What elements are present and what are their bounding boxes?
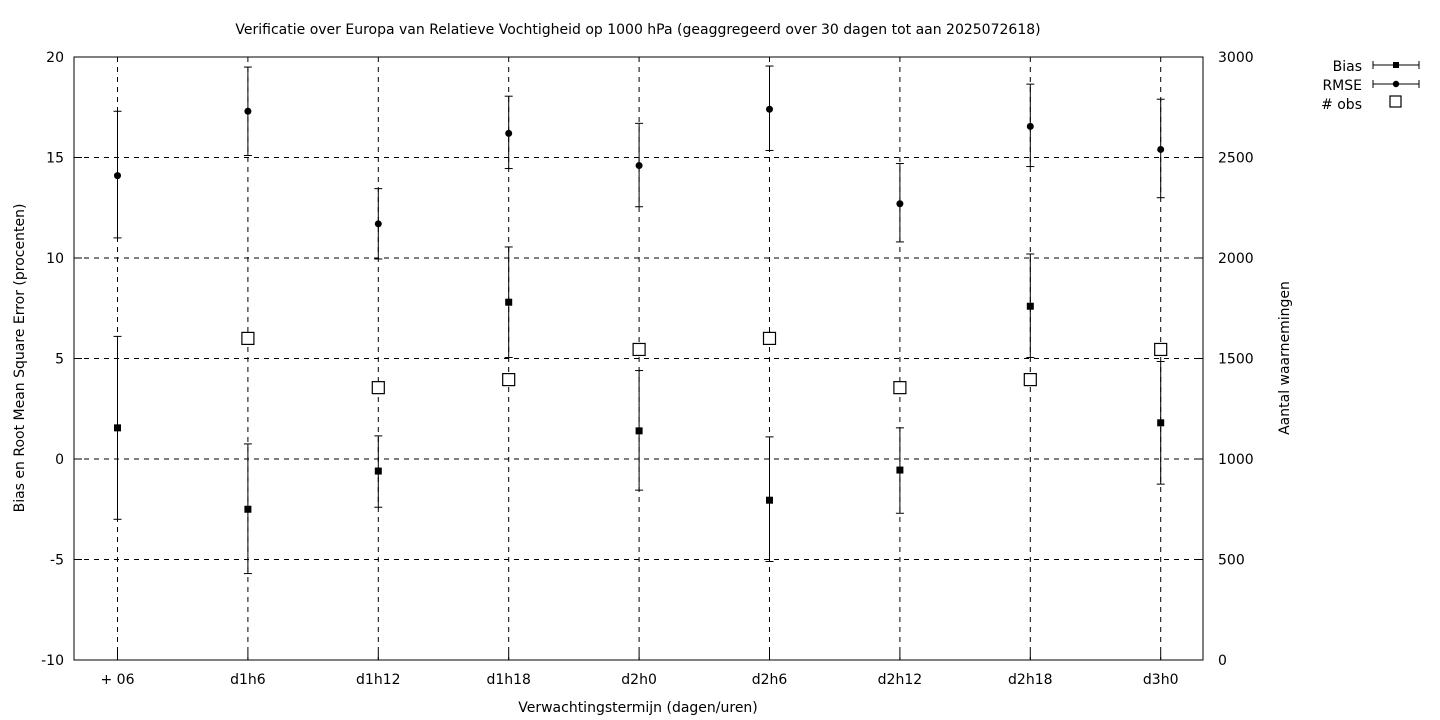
y-tick-label: -10 — [41, 653, 64, 669]
obs-point — [1154, 342, 1168, 357]
y-tick-label: 0 — [55, 452, 64, 468]
obs-point — [502, 373, 516, 387]
bias-point — [114, 424, 121, 432]
series-obs — [241, 331, 1168, 395]
rmse-point — [635, 162, 643, 170]
legend: Bias RMSE # obs — [1321, 59, 1420, 113]
obs-point — [893, 381, 907, 395]
x-tick-label: d2h12 — [878, 672, 922, 688]
obs-point — [1023, 373, 1037, 387]
bias-point — [244, 505, 252, 513]
x-tick-label: d1h6 — [230, 672, 266, 688]
obs-point — [632, 342, 646, 357]
y2-axis-label: Aantal waarnemingen — [1277, 281, 1293, 435]
x-tick-label: d2h6 — [752, 672, 788, 688]
x-axis-ticks: + 06 d1h6 d1h12 d1h18 d2h0 d2h6 d2h12 d2h18 d3h0 — [101, 652, 1179, 688]
x-tick-label: d1h18 — [486, 672, 530, 688]
y-tick-label: 20 — [46, 50, 64, 66]
y-tick-label: -5 — [50, 553, 64, 569]
x-tick-label: d1h12 — [356, 672, 400, 688]
y2-tick-label: 2000 — [1218, 251, 1254, 267]
x-tick-label: d3h0 — [1143, 672, 1179, 688]
legend-label-obs: # obs — [1321, 97, 1362, 113]
bias-point — [766, 496, 773, 504]
y2-tick-label: 1000 — [1218, 452, 1254, 468]
series-bias — [113, 246, 1165, 575]
series-layer — [113, 65, 1168, 575]
grid-layer — [74, 57, 1203, 660]
bias-point — [1157, 419, 1165, 427]
rmse-point — [896, 200, 904, 208]
y-tick-label: 15 — [46, 151, 64, 167]
legend-label-bias: Bias — [1333, 59, 1362, 75]
y2-tick-label: 3000 — [1218, 50, 1254, 66]
obs-point — [241, 331, 255, 345]
rmse-point — [505, 129, 513, 137]
bias-point — [635, 427, 643, 435]
x-axis-label: Verwachtingstermijn (dagen/uren) — [518, 700, 758, 716]
bias-point — [1026, 302, 1034, 310]
legend-marker-obs — [1389, 95, 1402, 108]
right-axis-ticks: 3000 2500 2000 1500 1000 500 0 — [1195, 50, 1254, 669]
rmse-point — [114, 172, 121, 180]
y-tick-label: 5 — [55, 352, 64, 368]
obs-point — [371, 381, 385, 395]
y2-tick-label: 2500 — [1218, 151, 1254, 167]
legend-marker-rmse — [1372, 80, 1420, 88]
bias-point — [896, 466, 904, 474]
rmse-point — [766, 105, 773, 113]
rmse-point — [1157, 145, 1165, 153]
legend-label-rmse: RMSE — [1322, 78, 1362, 94]
x-tick-label: + 06 — [101, 672, 135, 688]
y2-tick-label: 0 — [1218, 653, 1227, 669]
x-tick-label: d2h0 — [621, 672, 657, 688]
rmse-point — [374, 220, 382, 228]
obs-point — [762, 331, 777, 345]
legend-marker-bias — [1372, 61, 1420, 69]
chart-title: Verificatie over Europa van Relatieve Vo… — [235, 22, 1040, 38]
x-tick-label: d2h18 — [1008, 672, 1052, 688]
bias-point — [505, 298, 513, 306]
y2-tick-label: 1500 — [1218, 352, 1254, 368]
rmse-point — [1026, 122, 1034, 130]
y-axis-label: Bias en Root Mean Square Error (procente… — [12, 204, 28, 513]
y2-tick-label: 500 — [1218, 553, 1245, 569]
left-axis-ticks: 20 15 10 5 0 -5 -10 — [41, 50, 82, 669]
series-rmse — [113, 65, 1165, 260]
y-tick-label: 10 — [46, 251, 64, 267]
rmse-point — [244, 107, 252, 115]
bias-point — [374, 467, 382, 475]
